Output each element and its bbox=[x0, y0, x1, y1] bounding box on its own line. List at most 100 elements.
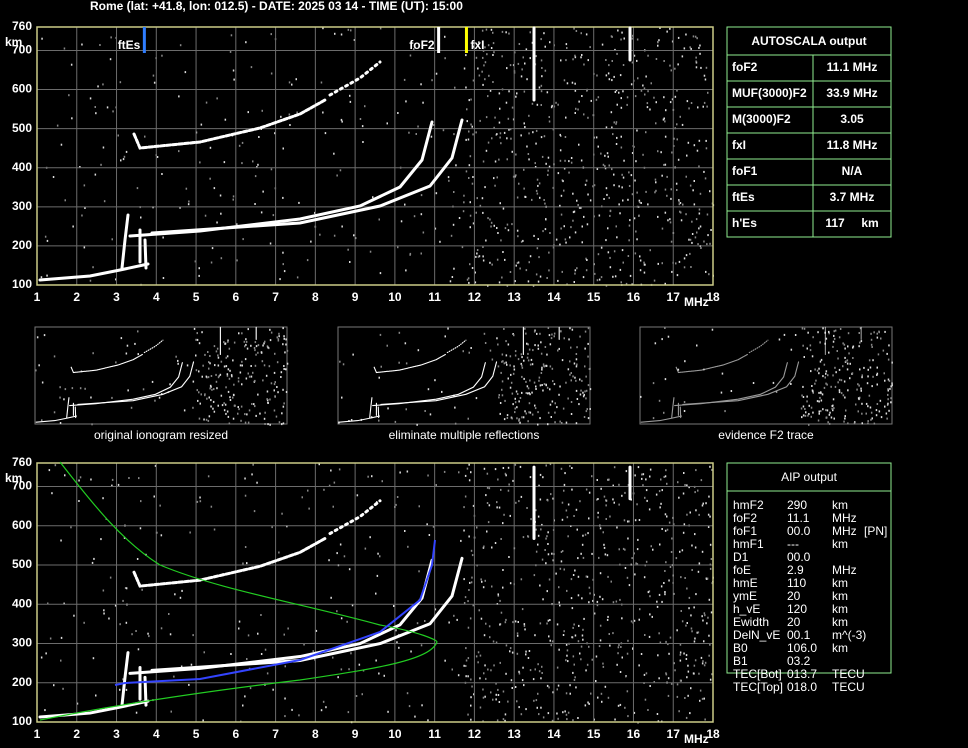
noise bbox=[418, 570, 420, 573]
noise bbox=[70, 526, 72, 529]
noise bbox=[676, 274, 679, 277]
noise bbox=[169, 633, 172, 636]
noise bbox=[323, 488, 325, 491]
noise bbox=[252, 160, 254, 163]
noise bbox=[628, 239, 630, 242]
autoscala-value: 11.8 MHz bbox=[827, 138, 878, 152]
x-tick-label: 16 bbox=[627, 727, 641, 741]
marker-label: ftEs bbox=[118, 38, 141, 52]
noise bbox=[514, 175, 516, 178]
noise bbox=[462, 350, 464, 353]
noise bbox=[529, 57, 531, 60]
noise bbox=[79, 166, 81, 168]
noise bbox=[524, 410, 526, 413]
noise bbox=[547, 156, 550, 159]
noise bbox=[664, 513, 667, 516]
noise bbox=[890, 385, 892, 388]
noise bbox=[707, 526, 710, 528]
noise bbox=[467, 657, 470, 660]
y-tick-label: 500 bbox=[12, 557, 32, 571]
noise bbox=[849, 377, 851, 380]
noise bbox=[504, 719, 506, 722]
noise bbox=[626, 690, 629, 693]
noise bbox=[413, 215, 416, 218]
noise bbox=[195, 354, 197, 357]
noise bbox=[223, 365, 226, 368]
noise bbox=[707, 234, 709, 237]
noise bbox=[873, 331, 875, 334]
noise bbox=[587, 342, 589, 345]
noise bbox=[525, 332, 527, 335]
noise bbox=[605, 59, 607, 61]
noise bbox=[193, 327, 196, 330]
aip-cell: 120 bbox=[787, 602, 807, 616]
noise bbox=[683, 266, 686, 269]
noise bbox=[539, 275, 542, 278]
noise bbox=[699, 699, 701, 702]
noise bbox=[493, 224, 495, 227]
noise bbox=[255, 414, 257, 417]
noise bbox=[596, 600, 599, 603]
noise bbox=[676, 629, 678, 632]
noise bbox=[704, 661, 707, 664]
noise bbox=[582, 638, 584, 641]
noise bbox=[858, 345, 860, 348]
noise bbox=[223, 402, 225, 405]
noise bbox=[586, 408, 588, 411]
noise bbox=[468, 589, 470, 591]
noise bbox=[303, 643, 305, 646]
noise bbox=[695, 469, 697, 472]
aip-cell: MHz bbox=[832, 524, 857, 538]
noise bbox=[826, 409, 829, 412]
noise bbox=[513, 365, 515, 368]
noise bbox=[495, 698, 497, 701]
noise bbox=[585, 488, 588, 491]
noise bbox=[889, 387, 891, 390]
noise bbox=[196, 338, 199, 341]
noise bbox=[655, 101, 657, 104]
noise bbox=[613, 121, 615, 124]
noise bbox=[682, 203, 684, 206]
noise bbox=[83, 184, 86, 187]
noise bbox=[628, 185, 631, 187]
noise bbox=[386, 344, 388, 347]
noise bbox=[597, 145, 599, 148]
noise bbox=[464, 474, 467, 477]
noise bbox=[496, 227, 498, 229]
noise bbox=[63, 398, 65, 401]
noise bbox=[469, 263, 471, 266]
noise bbox=[510, 373, 512, 376]
aip-cell: TEC[Bot] bbox=[733, 667, 782, 681]
noise bbox=[703, 640, 705, 643]
noise bbox=[705, 147, 708, 150]
noise bbox=[283, 365, 285, 367]
noise bbox=[43, 334, 46, 337]
noise bbox=[262, 344, 264, 347]
noise bbox=[608, 164, 610, 167]
noise bbox=[627, 520, 629, 523]
noise bbox=[686, 484, 688, 487]
noise bbox=[878, 410, 881, 413]
noise bbox=[277, 339, 280, 342]
noise bbox=[119, 688, 121, 691]
noise bbox=[506, 223, 509, 226]
noise bbox=[806, 347, 808, 350]
noise bbox=[543, 135, 546, 138]
noise bbox=[504, 258, 506, 261]
noise bbox=[551, 552, 553, 555]
noise bbox=[350, 29, 352, 32]
noise bbox=[62, 687, 64, 690]
noise bbox=[514, 350, 517, 353]
noise bbox=[523, 624, 526, 627]
noise bbox=[636, 548, 639, 551]
noise bbox=[427, 474, 429, 477]
autoscala-value: 11.1 MHz bbox=[827, 60, 878, 74]
noise bbox=[607, 227, 609, 230]
noise bbox=[695, 593, 697, 596]
noise bbox=[512, 479, 514, 482]
noise bbox=[607, 696, 610, 699]
noise bbox=[709, 465, 711, 468]
noise bbox=[604, 553, 607, 556]
noise bbox=[546, 277, 548, 279]
noise bbox=[704, 718, 706, 721]
